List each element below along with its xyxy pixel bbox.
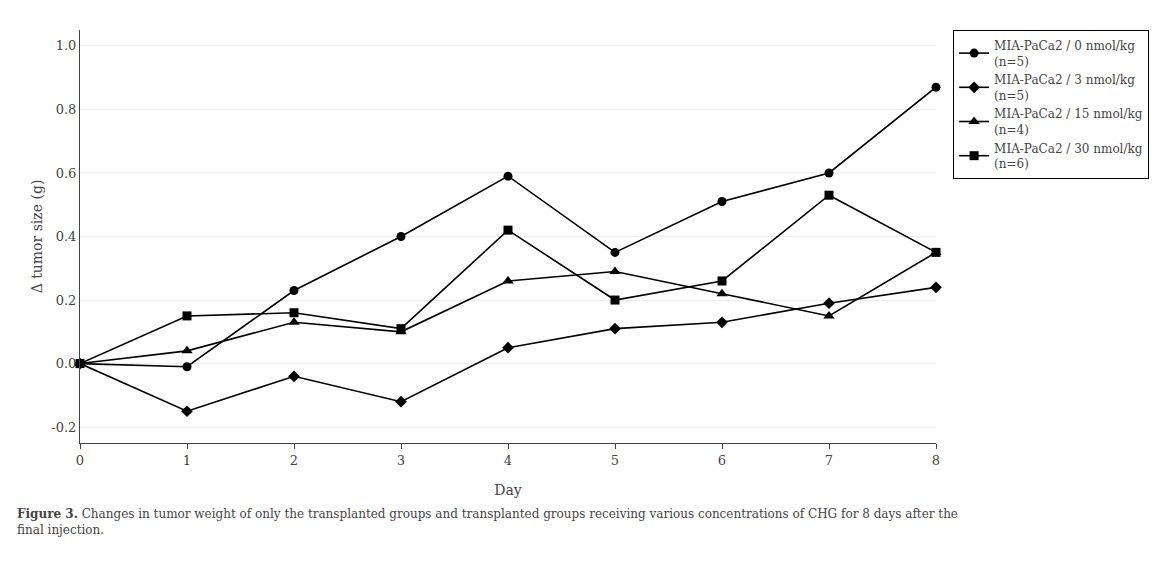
- svg-text:Δ tumor size (g): Δ tumor size (g): [29, 180, 45, 294]
- svg-text:Day: Day: [494, 482, 522, 498]
- svg-text:4: 4: [504, 453, 512, 468]
- svg-text:5: 5: [611, 453, 619, 468]
- svg-text:0.0: 0.0: [56, 356, 77, 371]
- svg-text:6: 6: [718, 453, 726, 468]
- svg-text:0: 0: [76, 453, 84, 468]
- svg-text:-0.2: -0.2: [51, 420, 76, 435]
- svg-text:3: 3: [397, 453, 405, 468]
- svg-text:MIA-PaCa2 / 15 nmol/kg(n=4): MIA-PaCa2 / 15 nmol/kg(n=4): [994, 107, 1143, 137]
- svg-text:MIA-PaCa2 / 3 nmol/kg(n=5): MIA-PaCa2 / 3 nmol/kg(n=5): [994, 73, 1135, 103]
- svg-text:8: 8: [932, 453, 940, 468]
- svg-text:2: 2: [290, 453, 298, 468]
- svg-text:0.2: 0.2: [56, 293, 77, 308]
- svg-text:MIA-PaCa2 / 30 nmol/kg(n=6): MIA-PaCa2 / 30 nmol/kg(n=6): [994, 142, 1143, 172]
- svg-text:0.6: 0.6: [56, 166, 77, 181]
- svg-text:0.8: 0.8: [56, 102, 77, 117]
- svg-text:1: 1: [183, 453, 191, 468]
- svg-text:7: 7: [825, 453, 833, 468]
- svg-text:1.0: 1.0: [56, 38, 77, 53]
- svg-text:Figure 3. Changes in tumor wei: Figure 3. Changes in tumor weight of onl…: [17, 507, 958, 537]
- svg-text:MIA-PaCa2 / 0 nmol/kg(n=5): MIA-PaCa2 / 0 nmol/kg(n=5): [994, 39, 1135, 69]
- svg-text:0.4: 0.4: [56, 229, 77, 244]
